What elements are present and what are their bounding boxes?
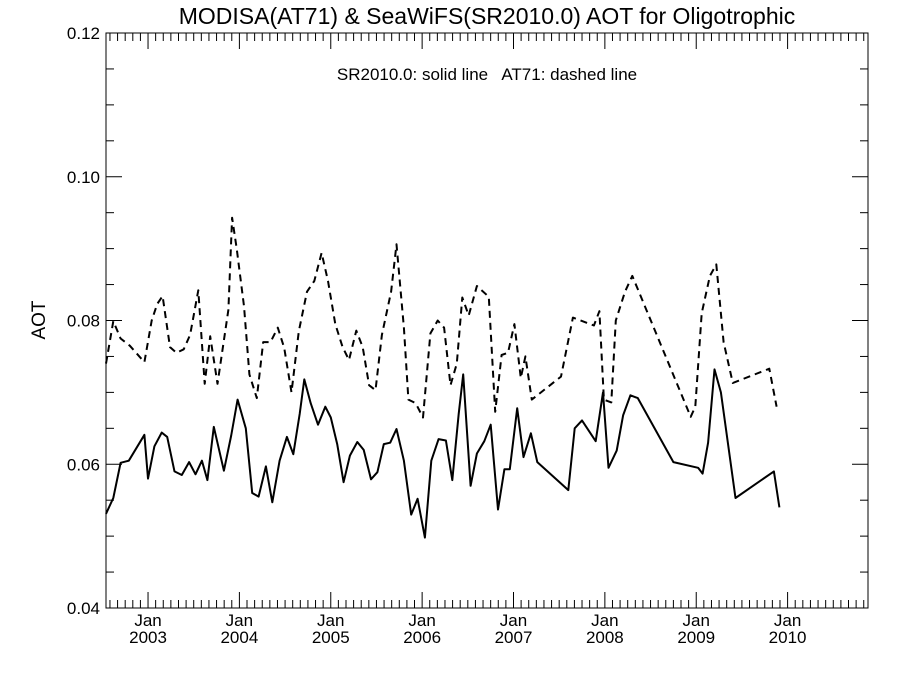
y-tick-label: 0.12 xyxy=(67,24,100,43)
plot-area xyxy=(105,32,869,609)
x-tick-year-label: 2004 xyxy=(220,628,258,647)
line-style-note: SR2010.0: solid line AT71: dashed line xyxy=(337,65,637,84)
x-tick-month-label: Jan xyxy=(134,611,161,630)
x-tick-year-label: 2008 xyxy=(586,628,624,647)
y-tick-label: 0.08 xyxy=(67,312,100,331)
x-tick-month-label: Jan xyxy=(500,611,527,630)
x-tick-month-label: Jan xyxy=(317,611,344,630)
x-tick-year-label: 2006 xyxy=(403,628,441,647)
plot-frame xyxy=(105,32,869,609)
y-tick-label: 0.04 xyxy=(67,599,100,618)
y-axis-label: AOT xyxy=(29,300,50,339)
x-tick-year-label: 2010 xyxy=(769,628,807,647)
chart-title: MODISA(AT71) & SeaWiFS(SR2010.0) AOT for… xyxy=(179,3,796,29)
x-tick-year-label: 2005 xyxy=(312,628,350,647)
y-axis: 0.04 0.06 0.08 0.10 0.12 xyxy=(67,24,868,618)
series-line-sr2010 xyxy=(105,368,781,539)
x-tick-year-label: 2007 xyxy=(495,628,533,647)
x-tick-month-label: Jan xyxy=(683,611,710,630)
y-tick-label: 0.06 xyxy=(67,455,100,474)
x-tick-month-label: Jan xyxy=(774,611,801,630)
x-tick-year-label: 2009 xyxy=(677,628,715,647)
series-line-at71 xyxy=(105,216,778,419)
y-tick-label: 0.10 xyxy=(67,168,100,187)
x-tick-month-label: Jan xyxy=(591,611,618,630)
x-tick-month-label: Jan xyxy=(408,611,435,630)
x-tick-year-label: 2003 xyxy=(129,628,167,647)
series-layer xyxy=(105,216,781,539)
x-axis: Jan2003Jan2004Jan2005Jan2006Jan2007Jan20… xyxy=(109,33,865,647)
x-tick-month-label: Jan xyxy=(226,611,253,630)
